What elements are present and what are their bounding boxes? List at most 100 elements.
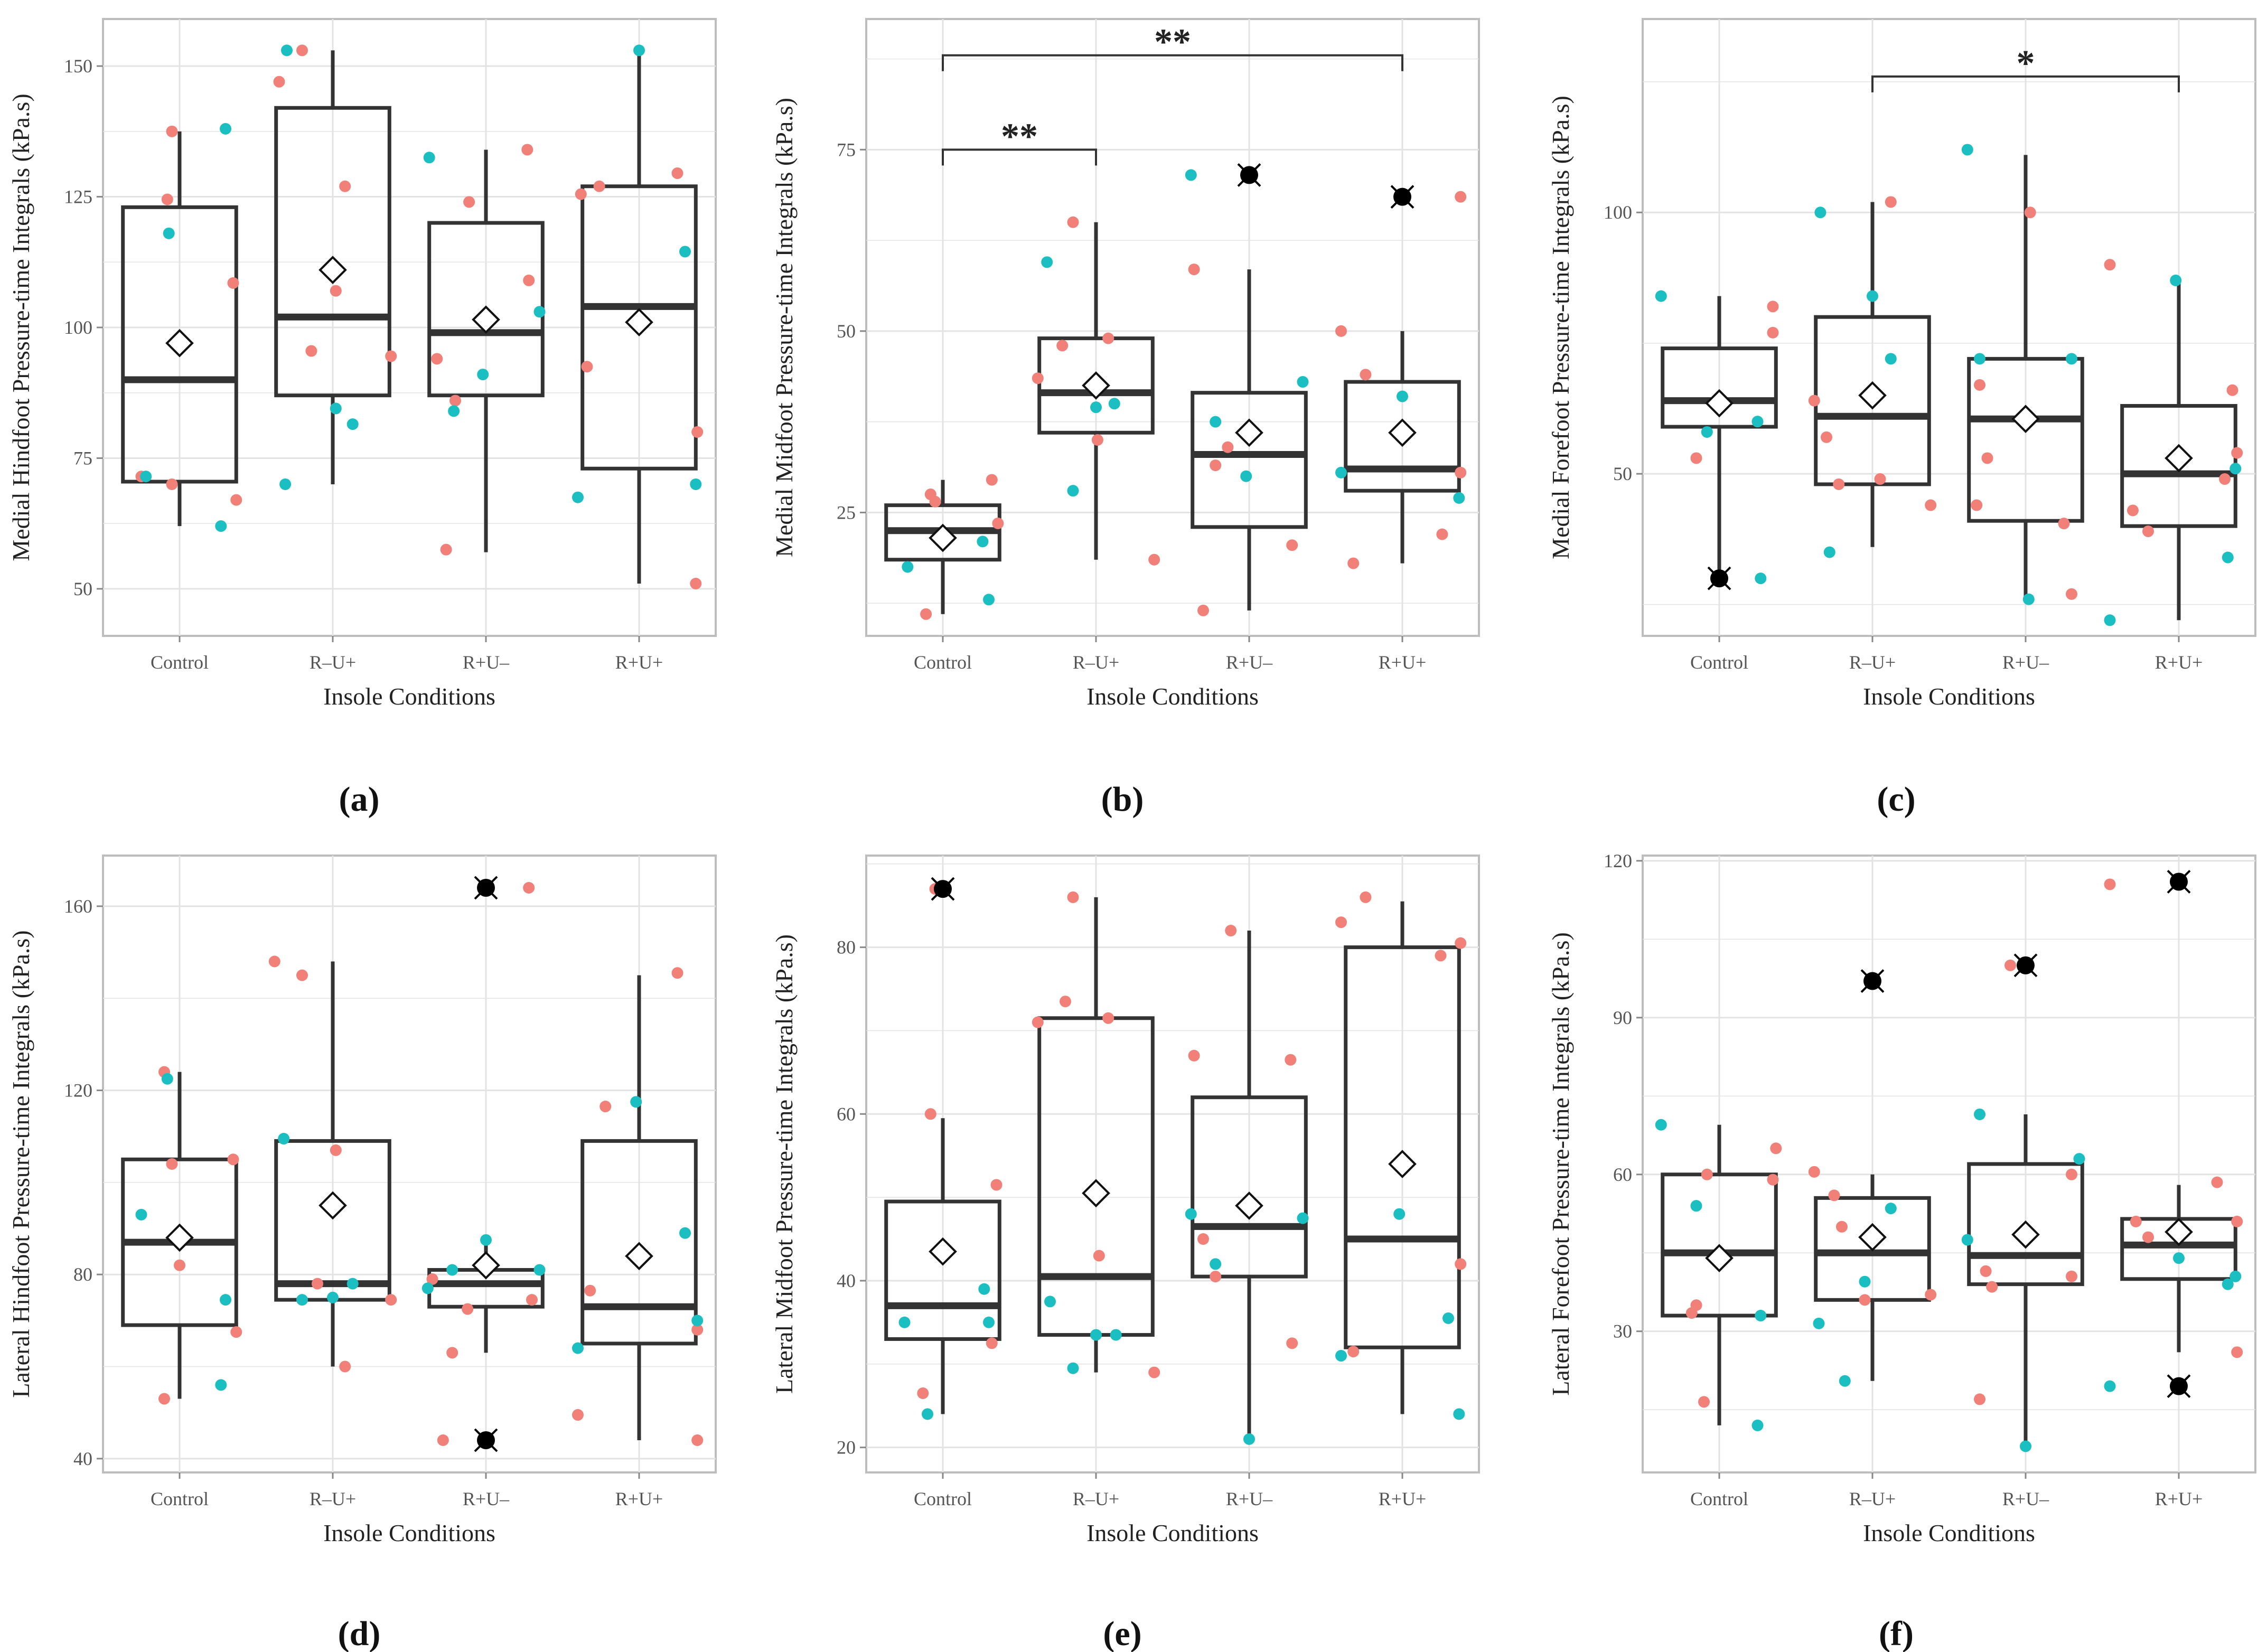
data-point-red: [330, 1144, 342, 1156]
data-point-red: [986, 1337, 998, 1349]
box-iqr: [274, 106, 391, 398]
box-2: [1967, 155, 2084, 599]
data-point-teal: [679, 246, 691, 258]
box-iqr: [884, 1199, 1001, 1341]
box-0: [121, 131, 238, 527]
data-point-red: [446, 1347, 458, 1359]
x-tick-label: Control: [914, 652, 972, 673]
box-1: [1814, 1174, 1931, 1381]
x-tick-label: R+U+: [615, 652, 663, 673]
x-tick-label: Control: [914, 1488, 972, 1509]
x-tick-label: R+U–: [1226, 652, 1273, 673]
data-point-teal: [1755, 1310, 1767, 1322]
data-point-red: [986, 474, 998, 486]
panel-label: (c): [1877, 780, 1915, 819]
data-point-teal: [346, 1278, 359, 1290]
data-point-red: [671, 167, 683, 179]
data-point-red: [1986, 1281, 1998, 1293]
data-point-teal: [1110, 1329, 1122, 1341]
data-point-red: [2058, 518, 2070, 530]
data-point-teal: [1335, 466, 1347, 478]
box-2: [1191, 931, 1308, 1439]
data-point-red: [526, 1294, 538, 1306]
box-iqr: [1661, 346, 1778, 429]
y-tick-label: 100: [64, 317, 92, 338]
data-point-teal: [1974, 353, 1985, 365]
y-tick-label: 50: [837, 321, 856, 342]
chart-panel-d: 40 80 120 160 Control R–U+ R+U– R+U+ Insole Cond…: [7, 855, 717, 1652]
chart-panel-f: 30 60 90 120 Control R–U+ R+U– R+U+ Insole Condi…: [1547, 850, 2256, 1652]
data-point-red: [1455, 466, 1467, 478]
data-point-teal: [1453, 1408, 1465, 1420]
box-iqr: [1191, 1095, 1308, 1279]
mean-diamond: [1082, 371, 1110, 400]
data-point-teal: [2173, 1252, 2185, 1264]
outlier-marker: [1707, 566, 1731, 590]
x-axis-title: Insole Conditions: [323, 1519, 495, 1546]
data-point-teal: [1240, 470, 1252, 482]
mean-diamond: [1705, 1244, 1734, 1272]
x-tick-label: R+U+: [615, 1488, 663, 1509]
box-3: [580, 50, 698, 584]
outlier-cross: [2167, 870, 2191, 894]
box-1: [274, 50, 391, 484]
data-point-teal: [1751, 416, 1764, 428]
data-point-teal: [135, 1208, 147, 1221]
data-point-red: [2226, 384, 2238, 396]
data-point-red: [1360, 369, 1372, 381]
data-point-teal: [1813, 1317, 1825, 1329]
data-point-teal: [1067, 485, 1079, 497]
data-point-red: [385, 1294, 397, 1306]
data-point-teal: [1397, 390, 1408, 402]
data-point-teal: [691, 1315, 704, 1327]
data-point-teal: [1655, 290, 1667, 302]
data-point-red: [1925, 499, 1937, 511]
data-point-red: [2231, 447, 2243, 459]
data-point-teal: [2229, 463, 2242, 475]
y-tick-label: 80: [73, 1264, 92, 1285]
x-axis-title: Insole Conditions: [323, 683, 495, 710]
data-point-red: [1188, 1049, 1200, 1062]
data-point-red: [690, 578, 702, 590]
box-iqr: [1037, 336, 1155, 435]
data-point-red: [2211, 1176, 2223, 1188]
x-tick-label: R+U+: [1379, 1488, 1427, 1509]
y-tick-label: 40: [837, 1270, 856, 1291]
data-point-red: [1067, 216, 1079, 228]
x-tick-label: Control: [151, 1488, 209, 1509]
data-point-red: [1455, 937, 1467, 949]
mean-diamond: [625, 1242, 653, 1271]
data-point-red: [227, 1153, 239, 1166]
data-point-red: [575, 188, 587, 200]
chart-panel-c: 50 100 Control R–U+ R+U– R+U+ Insole Condition…: [1547, 18, 2256, 819]
y-tick-label: 25: [837, 502, 856, 523]
significance-bracket: *: [1871, 43, 2180, 92]
chart-panel-a: 50 75 100 125 150 Control R–U+ R+U– R+U+ Insole C…: [7, 18, 717, 819]
data-point-teal: [679, 1227, 691, 1239]
x-tick-label: R+U–: [1226, 1488, 1273, 1509]
y-tick-label: 20: [837, 1437, 856, 1458]
data-point-red: [584, 1284, 596, 1297]
significance-bracket: **: [942, 22, 1403, 71]
data-point-teal: [1185, 169, 1197, 181]
data-point-red: [2142, 525, 2154, 538]
data-point-teal: [1335, 1350, 1347, 1362]
data-point-teal: [2104, 614, 2116, 626]
y-tick-label: 160: [64, 896, 92, 917]
x-tick-label: R–U+: [310, 1488, 356, 1509]
data-point-red: [1808, 1166, 1820, 1178]
data-point-teal: [2066, 353, 2077, 365]
data-point-red: [2004, 959, 2016, 971]
data-point-teal: [421, 1282, 434, 1294]
data-point-teal: [633, 44, 645, 57]
data-point-teal: [1297, 1212, 1309, 1224]
data-point-red: [2219, 473, 2231, 485]
data-point-teal: [533, 306, 546, 318]
data-point-red: [2127, 504, 2139, 517]
data-point-red: [1102, 332, 1114, 344]
data-point-teal: [1885, 1203, 1897, 1215]
data-point-teal: [215, 520, 227, 532]
data-point-red: [1455, 1258, 1467, 1270]
data-point-red: [2104, 878, 2116, 890]
